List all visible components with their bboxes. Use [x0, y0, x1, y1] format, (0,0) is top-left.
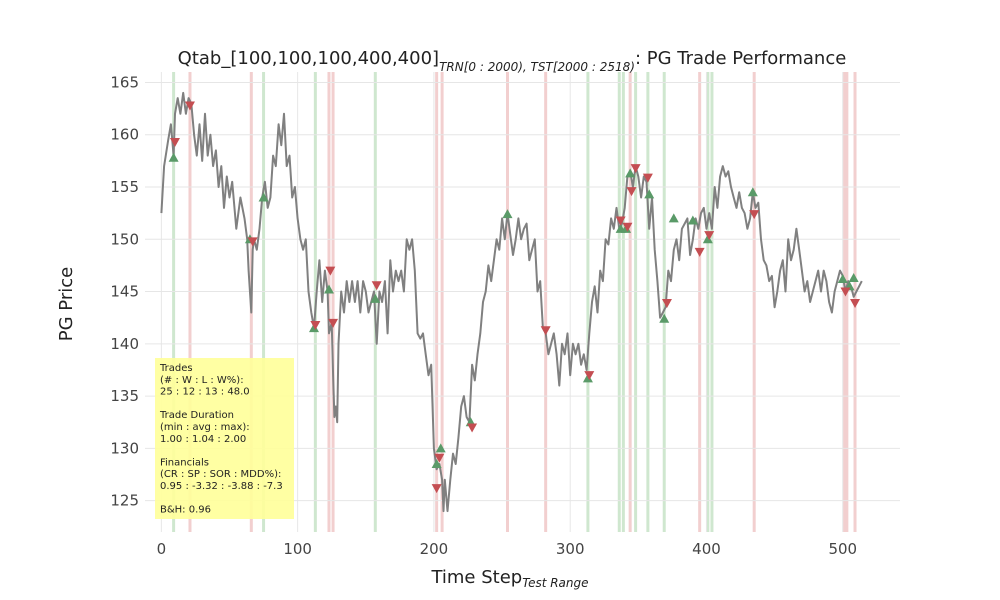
info-box-line: Financials: [160, 457, 209, 468]
x-tick-labels: 0 100 200 300 400 500: [157, 540, 858, 558]
buy-marker: [669, 213, 679, 222]
y-tick-label: 145: [110, 283, 139, 301]
info-box-line: (CR : SP : SOR : MDD%):: [160, 469, 281, 480]
y-tick-label: 160: [110, 126, 139, 144]
x-tick-label: 400: [692, 540, 721, 558]
y-tick-label: 135: [110, 387, 139, 405]
buy-marker: [625, 168, 635, 177]
buy-marker: [169, 153, 179, 162]
x-axis-label-main: Time Step: [430, 567, 522, 588]
y-tick-label: 165: [110, 73, 139, 91]
x-tick-label: 200: [420, 540, 449, 558]
info-box-line: 25 : 12 : 13 : 48.0: [160, 387, 250, 398]
x-tick-label: 300: [556, 540, 585, 558]
x-axis-label-subscript: Test Range: [522, 576, 588, 590]
y-tick-label: 150: [110, 230, 139, 248]
sell-marker: [850, 299, 860, 308]
buy-marker: [748, 187, 758, 196]
buy-marker: [849, 273, 859, 282]
info-box-line: (# : W : L : W%):: [160, 375, 244, 386]
info-box: Trades(# : W : L : W%):25 : 12 : 13 : 48…: [155, 358, 294, 519]
x-tick-label: 0: [157, 540, 167, 558]
sell-marker: [432, 484, 442, 493]
chart-title: Qtab_[100,100,100,400,400]TRN[0 : 2000),…: [178, 48, 847, 74]
y-tick-label: 155: [110, 178, 139, 196]
buy-marker: [503, 209, 513, 218]
info-box-line: Trade Duration: [159, 410, 234, 421]
y-tick-label: 140: [110, 335, 139, 353]
y-axis-label: PG Price: [56, 267, 77, 341]
sell-marker: [695, 248, 705, 257]
info-box-line: B&H: 0.96: [160, 505, 211, 516]
info-box-line: Trades: [159, 363, 193, 374]
info-box-line: (min : avg : max):: [160, 422, 250, 433]
sell-marker: [467, 423, 477, 432]
info-box-line: 1.00 : 1.04 : 2.00: [160, 434, 246, 445]
sell-marker: [372, 281, 382, 290]
y-tick-labels: 125 130 135 140 145 150 155 160 165: [110, 73, 139, 509]
sell-marker: [541, 326, 551, 335]
buy-marker: [644, 189, 654, 198]
title-main: Qtab_[100,100,100,400,400]: [178, 48, 439, 69]
info-box-line: 0.95 : -3.32 : -3.88 : -7.3: [160, 481, 283, 492]
y-tick-label: 125: [110, 492, 139, 510]
y-tick-label: 130: [110, 439, 139, 457]
x-tick-label: 500: [828, 540, 857, 558]
x-axis-label: Time StepTest Range: [430, 567, 588, 590]
title-suffix: : PG Trade Performance: [635, 48, 846, 69]
sell-marker: [631, 164, 641, 173]
x-tick-label: 100: [283, 540, 312, 558]
title-subscript: TRN[0 : 2000), TST[2000 : 2518): [439, 60, 635, 74]
